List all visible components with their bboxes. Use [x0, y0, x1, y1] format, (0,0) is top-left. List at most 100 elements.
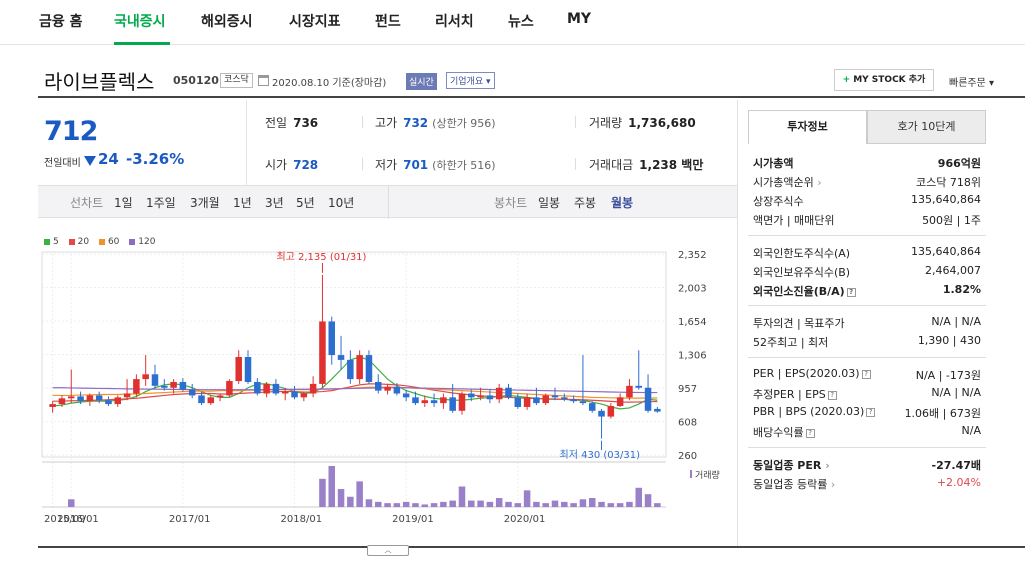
volume-bar [458, 486, 466, 507]
candle-body [319, 321, 326, 384]
volume-value: 1,736,680 [628, 116, 696, 130]
candle-body [375, 381, 382, 391]
info-row: 추정PER | EPS? N/A | N/A [753, 386, 981, 404]
legend-label: 120 [138, 237, 156, 247]
candle-monthly[interactable]: 월봉 [611, 196, 634, 210]
candle-body [133, 379, 140, 394]
volume-bar [561, 501, 568, 507]
nav-my[interactable]: MY [567, 11, 592, 27]
volume-bar [440, 501, 447, 507]
nav-overseas-stock[interactable]: 해외증시 [201, 14, 253, 30]
help-icon[interactable]: ? [861, 369, 871, 379]
info-label: 시가총액순위 › [753, 176, 822, 189]
info-label: 외국인소진율(B/A)? [753, 283, 856, 299]
candle-body [216, 395, 224, 398]
chevron-right-icon[interactable]: › [821, 459, 830, 472]
chevron-right-icon[interactable]: › [813, 176, 822, 189]
prev-close: 전일 736 [265, 114, 318, 131]
chevron-up-icon: ︿ [384, 546, 392, 554]
period-5y[interactable]: 5년 [296, 196, 315, 210]
volume-bar [375, 501, 382, 507]
candle-weekly[interactable]: 주봉 [574, 196, 597, 210]
info-row: 상장주식수 135,640,864 [753, 193, 981, 211]
side-divider [748, 235, 986, 236]
nav-fund[interactable]: 펀드 [375, 14, 401, 30]
add-mystock-button[interactable]: + MY STOCK 추가 [834, 69, 934, 91]
low-price: 저가 701 (하한가 516) [375, 156, 496, 173]
company-overview-dropdown[interactable]: 기업개요 ▾ [446, 72, 495, 89]
legend-label: 5 [53, 237, 59, 247]
quick-order-menu[interactable]: 빠른주문 ▾ [949, 74, 994, 89]
side-tabs: 투자정보 호가 10단계 [748, 110, 986, 144]
side-divider [748, 447, 986, 448]
plus-icon: + [842, 75, 851, 85]
candle-body [626, 385, 633, 398]
tab-invest-info[interactable]: 투자정보 [748, 110, 867, 144]
nav-market-index[interactable]: 시장지표 [289, 14, 341, 30]
volume-bar [468, 500, 475, 507]
tab-orderbook-10[interactable]: 호가 10단계 [867, 110, 986, 144]
info-row: 투자의견 | 목표주가 N/A | N/A [753, 315, 981, 333]
info-label: 상장주식수 [753, 195, 804, 208]
candle-body [365, 355, 373, 382]
nav-research[interactable]: 리서치 [435, 14, 474, 30]
candle-body [477, 395, 484, 398]
period-10y[interactable]: 10년 [328, 196, 355, 210]
info-value: 1,390 | 430 [917, 334, 981, 347]
high-label: 고가 [375, 116, 398, 130]
info-row: 시가총액 966억원 [753, 155, 981, 173]
help-icon[interactable]: ? [866, 407, 876, 417]
period-3y[interactable]: 3년 [265, 196, 284, 210]
info-label: 추정PER | EPS? [753, 386, 837, 402]
help-icon[interactable]: ? [827, 390, 837, 400]
nav-finance-home[interactable]: 금융 홈 [39, 14, 83, 30]
period-3m[interactable]: 3개월 [190, 196, 220, 210]
prev-close-value: 736 [293, 116, 319, 130]
legend-label: 60 [107, 237, 120, 247]
volume-bar [68, 499, 75, 507]
divider [362, 158, 363, 170]
price-chart[interactable]: 5 20 60 120 2,352 2,003 1,654 1,306 957 608 26… [38, 230, 737, 530]
volume-bar [477, 500, 484, 507]
period-1d[interactable]: 1일 [114, 196, 133, 210]
info-label: 액면가 | 매매단위 [753, 214, 835, 227]
period-1w[interactable]: 1주일 [146, 196, 176, 210]
stock-code: 050120 [173, 74, 219, 87]
help-icon[interactable]: ? [805, 428, 815, 438]
ma-line-20 [52, 383, 658, 403]
candle-body [458, 393, 466, 411]
divider [575, 158, 576, 170]
info-value: 코스닥 718위 [916, 176, 981, 189]
volume-bar [393, 503, 401, 507]
period-1y[interactable]: 1년 [233, 196, 252, 210]
help-icon[interactable]: ? [846, 287, 856, 297]
x-tick-label: 2020/01 [504, 514, 546, 525]
volume-bar [505, 501, 512, 507]
candle-body [161, 385, 168, 388]
nav-domestic-stock[interactable]: 국내증시 [114, 14, 166, 30]
volume-bar [616, 503, 624, 507]
candle-body [235, 356, 242, 382]
market-badge: 코스닥 [220, 73, 253, 88]
chevron-right-icon[interactable]: › [827, 478, 836, 491]
volume-bar [486, 501, 494, 507]
volume-bar [542, 503, 549, 507]
candle-body [309, 383, 317, 394]
candle-body [468, 393, 475, 398]
nav-news[interactable]: 뉴스 [508, 14, 534, 30]
volume-bar [654, 503, 661, 507]
candle-body [607, 405, 615, 417]
candle-body [291, 391, 298, 398]
candle-daily[interactable]: 일봉 [538, 196, 561, 210]
volume-bar [570, 503, 577, 507]
stock-name: 라이브플렉스 [44, 70, 155, 94]
info-row: 배당수익률? N/A [753, 424, 981, 442]
candle-body [170, 381, 177, 388]
realtime-badge[interactable]: 실시간 [406, 73, 437, 90]
candle-body [421, 400, 429, 404]
volume-bar [384, 503, 391, 507]
candle-body [598, 410, 605, 417]
change-amount: 24 [98, 150, 119, 168]
candle-body [188, 389, 196, 396]
chart-collapse-handle[interactable]: ︿ [367, 545, 409, 556]
